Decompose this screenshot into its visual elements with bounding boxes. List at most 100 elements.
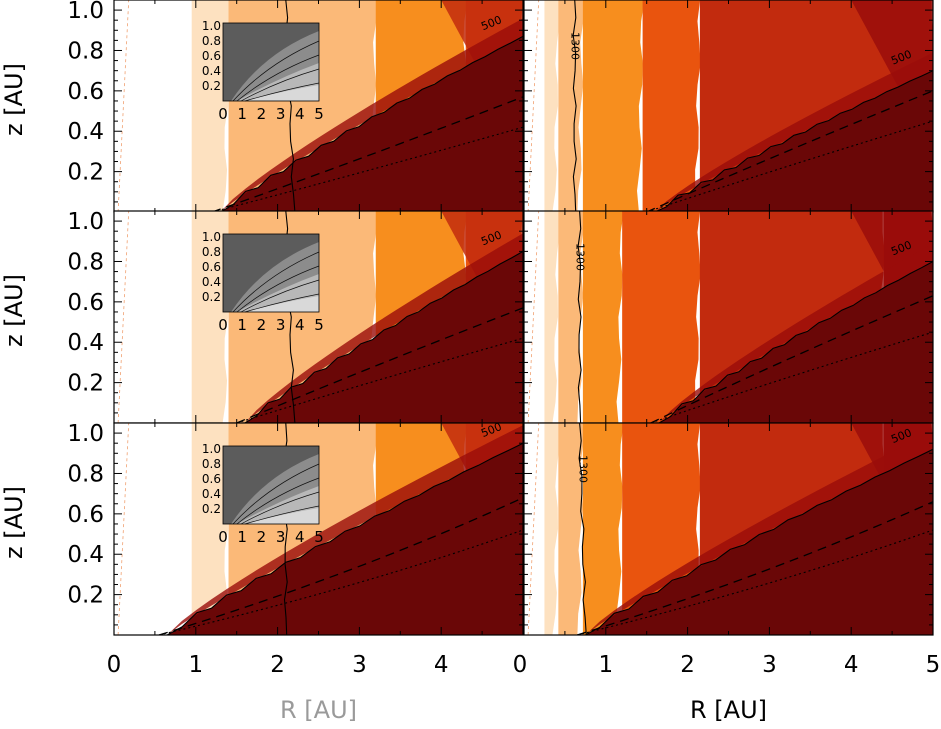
x-tick-label: 3 bbox=[762, 652, 777, 678]
inset-y-tick-label: 0.2 bbox=[202, 79, 221, 93]
inset-x-tick-label: 3 bbox=[276, 316, 286, 334]
outer-wedge bbox=[851, 0, 933, 152]
inset-x-tick-label: 0 bbox=[218, 316, 228, 334]
inset-contour bbox=[240, 68, 320, 102]
inset-x-tick-label: 3 bbox=[276, 105, 286, 123]
y-tick-label: 0.6 bbox=[67, 290, 104, 316]
contour-label: 1300 bbox=[576, 455, 589, 483]
inset-region bbox=[243, 85, 319, 101]
midplane-wedge bbox=[585, 449, 933, 635]
x-tick-label: 2 bbox=[270, 652, 285, 678]
inset-x-tick-label: 1 bbox=[237, 316, 247, 334]
inset-contour bbox=[244, 82, 320, 102]
x-tick-label: 1 bbox=[598, 652, 613, 678]
inset-y-tick-label: 0.2 bbox=[202, 290, 221, 304]
dashed-line bbox=[211, 96, 523, 212]
temperature-band bbox=[558, 211, 585, 423]
dashed-line bbox=[158, 497, 523, 635]
y-tick-label: 0.4 bbox=[67, 542, 104, 568]
x-tick-label: 0 bbox=[107, 652, 122, 678]
surface-layer bbox=[658, 243, 933, 423]
inset-contour bbox=[232, 40, 320, 102]
dotted-line bbox=[646, 120, 933, 212]
dashed-line bbox=[646, 90, 933, 212]
surface-layer bbox=[654, 52, 933, 212]
contour-500 bbox=[220, 35, 523, 212]
inset-x-tick-label: 0 bbox=[218, 105, 228, 123]
inset-contour bbox=[240, 491, 320, 525]
contour-label: 1300 bbox=[574, 243, 587, 271]
inset-x-tick-label: 4 bbox=[295, 105, 305, 123]
inset-y-tick-label: 0.8 bbox=[202, 34, 221, 48]
inset-y-tick-label: 0.8 bbox=[202, 457, 221, 471]
temperature-band bbox=[622, 211, 701, 423]
x-tick-label: 5 bbox=[926, 652, 941, 678]
temperature-band bbox=[544, 211, 560, 423]
inset-region bbox=[243, 296, 319, 312]
inset-y-tick-label: 0.6 bbox=[202, 49, 221, 63]
y-tick-label: 1.0 bbox=[67, 421, 104, 447]
temperature-band bbox=[544, 423, 560, 635]
temperature-band bbox=[558, 0, 585, 212]
y-tick-label: 0.6 bbox=[67, 502, 104, 528]
inset-y-tick-label: 0.4 bbox=[202, 487, 221, 501]
y-axis-label: z [AU] bbox=[0, 274, 28, 347]
inset-frame bbox=[222, 233, 320, 313]
inner-rim-line bbox=[117, 423, 130, 635]
surface-layer bbox=[220, 18, 523, 212]
inset-contour bbox=[232, 463, 320, 525]
temperature-band bbox=[191, 423, 231, 635]
inset-x-tick-label: 4 bbox=[295, 316, 305, 334]
midplane-wedge bbox=[658, 261, 933, 423]
inset-y-tick-label: 0.6 bbox=[202, 472, 221, 486]
inset-y-tick-label: 1.0 bbox=[202, 442, 221, 456]
x-axis-label-left: R [AU] bbox=[280, 696, 357, 724]
dashed-line bbox=[576, 501, 933, 635]
temperature-band bbox=[544, 0, 560, 212]
surface-layer bbox=[585, 431, 933, 635]
y-tick-label: 0.2 bbox=[67, 371, 104, 397]
inset-x-tick-label: 2 bbox=[257, 316, 267, 334]
inner-rim-line bbox=[117, 0, 130, 212]
x-axis-label-right: R [AU] bbox=[690, 696, 767, 724]
inset-x-tick-label: 2 bbox=[257, 105, 267, 123]
y-tick-label: 0.2 bbox=[67, 583, 104, 609]
dotted-line bbox=[212, 126, 523, 212]
contour-500 bbox=[585, 448, 933, 635]
inset-x-tick-label: 5 bbox=[314, 528, 324, 546]
inner-rim-line bbox=[117, 211, 130, 423]
inset-y-tick-label: 0.2 bbox=[202, 502, 221, 516]
y-tick-label: 1.0 bbox=[67, 209, 104, 235]
inset-x-tick-label: 5 bbox=[314, 105, 324, 123]
x-tick-label: 4 bbox=[434, 652, 449, 678]
inset-y-tick-label: 1.0 bbox=[202, 19, 221, 33]
surface-layer bbox=[244, 233, 523, 423]
inset-contour bbox=[236, 477, 320, 525]
inset-contour bbox=[236, 54, 320, 102]
inner-rim-line bbox=[527, 211, 540, 423]
front-contour bbox=[572, 0, 577, 212]
temperature-band bbox=[558, 423, 585, 635]
inset-panel: 0.20.40.60.81.0 0 1 2 3 4 5 bbox=[202, 230, 324, 334]
inset-y-tick-label: 0.4 bbox=[202, 64, 221, 78]
inset-panel: 0.20.40.60.81.0 0 1 2 3 4 5 bbox=[202, 442, 324, 546]
y-tick-label: 0.8 bbox=[67, 249, 104, 275]
x-tick-label: 2 bbox=[680, 652, 695, 678]
inner-rim-line bbox=[527, 423, 540, 635]
temperature-band bbox=[582, 0, 645, 212]
contour-label: 1300 bbox=[569, 32, 582, 60]
dashed-line bbox=[236, 307, 523, 423]
inset-x-tick-label: 2 bbox=[257, 528, 267, 546]
temperature-band bbox=[582, 211, 624, 423]
inner-rim-line bbox=[527, 0, 540, 212]
front-contour bbox=[578, 423, 587, 635]
midplane-wedge bbox=[244, 251, 523, 423]
dashed-line bbox=[650, 295, 933, 423]
inset-contour bbox=[244, 293, 320, 313]
y-tick-label: 0.2 bbox=[67, 160, 104, 186]
temperature-band bbox=[642, 0, 701, 212]
x-tick-label: 1 bbox=[188, 652, 203, 678]
